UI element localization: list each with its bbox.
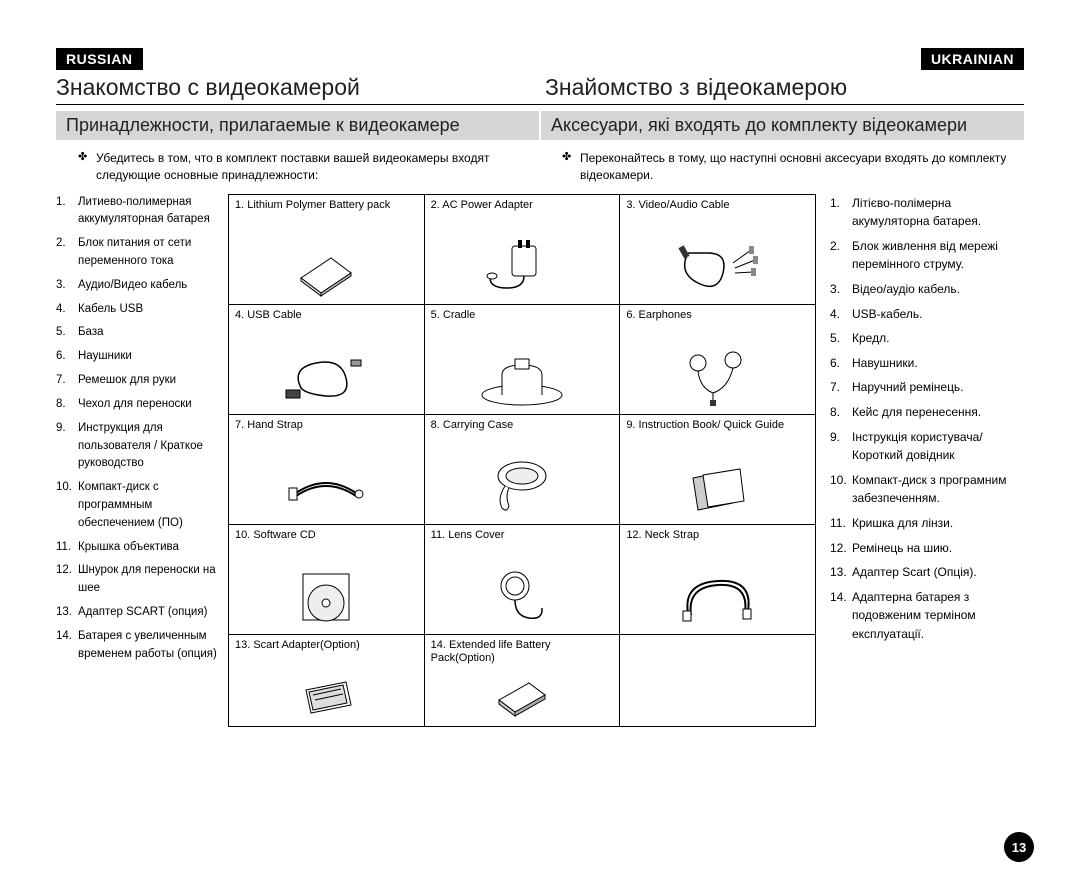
- lens-cover-icon: [487, 568, 557, 628]
- list-item: 3.Відео/аудіо кабель.: [830, 280, 1024, 299]
- list-item: 14.Батарея с увеличенным временем работы…: [56, 628, 220, 664]
- list-item: 10.Компакт-диск з програмним забезпеченн…: [830, 471, 1024, 508]
- book-icon: [678, 463, 758, 518]
- lang-badge-left: RUSSIAN: [56, 48, 143, 70]
- grid-cell: 12. Neck Strap: [620, 524, 816, 634]
- list-item: 11.Кришка для лінзи.: [830, 514, 1024, 533]
- adapter-icon: [482, 238, 562, 298]
- list-item: 14.Адаптерна батарея з подовженим термін…: [830, 588, 1024, 644]
- grid-cell: 8. Carrying Case: [424, 414, 620, 524]
- list-item: 13.Адаптер Scart (Опція).: [830, 563, 1024, 582]
- list-item: 9.Інструкція користувача/ Короткий довід…: [830, 428, 1024, 465]
- grid-cell: 3. Video/Audio Cable: [620, 194, 816, 304]
- carrying-case-icon: [487, 458, 557, 518]
- list-item: 9.Инструкция для пользователя / Краткое …: [56, 420, 220, 473]
- grid-cell: 10. Software CD: [229, 524, 425, 634]
- list-item: 7.Наручний ремінець.: [830, 378, 1024, 397]
- list-item: 10.Компакт-диск с программным обеспечени…: [56, 479, 220, 532]
- grid-cell: 6. Earphones: [620, 304, 816, 414]
- left-numbered-list: 1.Литиево-полимерная аккумуляторная бата…: [56, 194, 220, 727]
- list-item: 1.Літієво-полімерна акумуляторна батарея…: [830, 194, 1024, 231]
- list-item: 12.Ремінець на шию.: [830, 539, 1024, 558]
- list-item: 13.Адаптер SCART (опция): [56, 604, 220, 622]
- grid-cell: 5. Cradle: [424, 304, 620, 414]
- list-item: 1.Литиево-полимерная аккумуляторная бата…: [56, 194, 220, 230]
- grid-cell: 13. Scart Adapter(Option): [229, 634, 425, 726]
- language-header-row: RUSSIAN UKRAINIAN: [56, 48, 1024, 70]
- subtitle-row: Принадлежности, прилагаемые к видеокамер…: [56, 111, 1024, 140]
- av-cable-icon: [673, 238, 763, 298]
- list-item: 11.Крышка объектива: [56, 539, 220, 557]
- grid-cell: 7. Hand Strap: [229, 414, 425, 524]
- battery-icon: [291, 248, 361, 298]
- title-right: Знайомство з відеокамерою: [535, 74, 1024, 101]
- ext-battery-icon: [487, 675, 557, 720]
- list-item: 7.Ремешок для руки: [56, 372, 220, 390]
- list-item: 4.USB-кабель.: [830, 305, 1024, 324]
- grid-cell: [620, 634, 816, 726]
- list-item: 8.Чехол для переноски: [56, 396, 220, 414]
- accessory-grid: 1. Lithium Polymer Battery pack 2. AC Po…: [228, 194, 816, 727]
- grid-cell: 11. Lens Cover: [424, 524, 620, 634]
- grid-cell: 1. Lithium Polymer Battery pack: [229, 194, 425, 304]
- bullet-right: Переконайтесь в тому, що наступні основн…: [540, 150, 1024, 184]
- grid-cell: 14. Extended life Battery Pack(Option): [424, 634, 620, 726]
- list-item: 4.Кабель USB: [56, 301, 220, 319]
- list-item: 5.Кредл.: [830, 329, 1024, 348]
- grid-cell: 4. USB Cable: [229, 304, 425, 414]
- list-item: 5.База: [56, 324, 220, 342]
- page-number-badge: 13: [1004, 832, 1034, 862]
- right-numbered-list: 1.Літієво-полімерна акумуляторна батарея…: [824, 194, 1024, 727]
- cradle-icon: [477, 353, 567, 408]
- hand-strap-icon: [281, 468, 371, 518]
- list-item: 8.Кейс для перенесення.: [830, 403, 1024, 422]
- grid-cell: 9. Instruction Book/ Quick Guide: [620, 414, 816, 524]
- list-item: 2.Блок питания от сети переменного тока: [56, 235, 220, 271]
- grid-cell: 2. AC Power Adapter: [424, 194, 620, 304]
- bullet-row: Убедитесь в том, что в комплект поставки…: [56, 150, 1024, 184]
- subtitle-left: Принадлежности, прилагаемые к видеокамер…: [56, 111, 539, 140]
- usb-cable-icon: [281, 348, 371, 408]
- list-item: 6.Навушники.: [830, 354, 1024, 373]
- list-item: 6.Наушники: [56, 348, 220, 366]
- title-left: Знакомство с видеокамерой: [56, 74, 535, 101]
- neck-strap-icon: [673, 573, 763, 628]
- scart-icon: [291, 670, 361, 720]
- title-rule: [56, 104, 1024, 105]
- bullet-left: Убедитесь в том, что в комплект поставки…: [56, 150, 540, 184]
- main-content-row: 1.Литиево-полимерная аккумуляторная бата…: [56, 194, 1024, 727]
- lang-badge-right: UKRAINIAN: [921, 48, 1024, 70]
- subtitle-right: Аксесуари, які входять до комплекту віде…: [541, 111, 1024, 140]
- list-item: 2.Блок живлення від мережі перемінного с…: [830, 237, 1024, 274]
- list-item: 12.Шнурок для переноски на шее: [56, 562, 220, 598]
- title-row: Знакомство с видеокамерой Знайомство з в…: [56, 74, 1024, 101]
- list-item: 3.Аудио/Видео кабель: [56, 277, 220, 295]
- earphones-icon: [678, 348, 758, 408]
- cd-icon: [291, 568, 361, 628]
